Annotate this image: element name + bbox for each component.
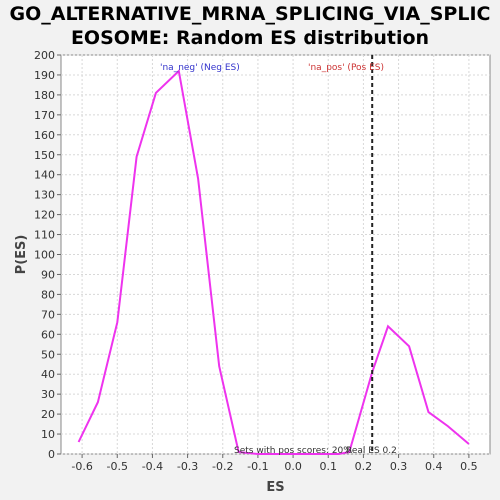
y-tick-label: 90 <box>41 268 55 281</box>
real-es-label: Real ES 0.2 <box>346 446 397 456</box>
y-tick-label: 140 <box>34 169 55 182</box>
x-tick-label: -0.2 <box>212 460 233 473</box>
x-tick-label: -0.3 <box>177 460 198 473</box>
x-axis-title: ES <box>266 480 284 495</box>
y-tick-label: 160 <box>34 129 55 142</box>
y-tick-label: 10 <box>41 428 55 441</box>
x-tick-label: 0.3 <box>390 460 408 473</box>
grid-lines <box>61 54 490 455</box>
y-tick-label: 170 <box>34 109 55 122</box>
pos-es-label: 'na_pos' (Pos ES) <box>308 63 384 73</box>
y-tick-label: 200 <box>34 49 55 62</box>
y-tick-label: 20 <box>41 408 55 421</box>
y-tick-label: 100 <box>34 249 55 262</box>
series-line <box>77 68 470 455</box>
y-tick-label: 110 <box>34 229 55 242</box>
x-tick-label: 0.4 <box>425 460 443 473</box>
y-tick-label: 80 <box>41 288 55 301</box>
neg-es-label: 'na_neg' (Neg ES) <box>160 63 240 73</box>
y-tick-label: 40 <box>41 368 55 381</box>
y-tick-label: 120 <box>34 209 55 222</box>
chart-title-line-1: GO_ALTERNATIVE_MRNA_SPLICING_VIA_SPLIC <box>9 3 491 25</box>
y-tick-label: 60 <box>41 328 55 341</box>
x-tick-label: 0.0 <box>284 460 302 473</box>
chart-title-line-2: EOSOME: Random ES distribution <box>70 27 430 49</box>
x-tick-label: -0.4 <box>142 460 163 473</box>
y-tick-label: 180 <box>34 89 55 102</box>
y-tick-label: 190 <box>34 69 55 82</box>
y-axis-title: P(ES) <box>14 235 29 275</box>
x-tick-label: -0.1 <box>247 460 268 473</box>
x-tick-label: 0.1 <box>319 460 337 473</box>
x-tick-label: -0.6 <box>71 460 92 473</box>
x-tick-label: 0.2 <box>355 460 373 473</box>
sets-pos-scores-label: Sets with pos scores: 20% <box>234 446 352 456</box>
y-tick-label: 30 <box>41 388 55 401</box>
x-tick-label: 0.5 <box>460 460 478 473</box>
x-axis-ticks: -0.6 -0.5 -0.4 -0.3 -0.2 -0.1 0.0 0.1 0.2 0.3 0.4 0… <box>71 454 478 473</box>
y-axis-ticks: 0 10 20 30 40 50 60 70 80 90 100 110 120 130 140 150 160… <box>34 49 61 461</box>
y-tick-label: 70 <box>41 308 55 321</box>
x-tick-label: -0.5 <box>107 460 128 473</box>
y-tick-label: 130 <box>34 189 55 202</box>
y-tick-label: 0 <box>48 448 55 461</box>
y-tick-label: 50 <box>41 348 55 361</box>
y-tick-label: 150 <box>34 149 55 162</box>
